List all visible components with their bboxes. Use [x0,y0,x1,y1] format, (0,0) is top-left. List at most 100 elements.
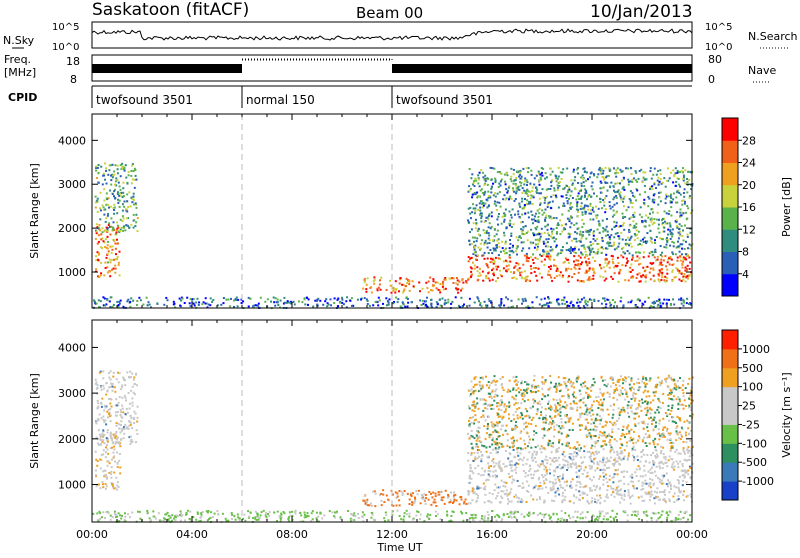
echo-cell [620,197,622,199]
echo-cell [599,487,601,489]
echo-cell [94,301,96,303]
echo-cell [548,238,550,240]
echo-cell [681,263,683,265]
echo-cell [524,233,526,235]
echo-cell [682,261,684,263]
echo-cell [657,170,659,172]
echo-cell [559,233,561,235]
echo-cell [663,491,665,493]
echo-cell [471,452,473,454]
echo-cell [648,297,650,299]
echo-cell [615,212,617,214]
echo-cell [631,398,633,400]
echo-cell [509,390,511,392]
echo-cell [593,401,595,403]
echo-cell [435,495,437,497]
echo-cell [683,240,685,242]
echo-cell [593,485,595,487]
echo-cell [487,428,489,430]
echo-cell [406,296,408,298]
echo-cell [516,408,518,410]
echo-cell [95,255,97,257]
echo-cell [523,440,525,442]
echo-cell [101,435,103,437]
echo-cell [97,400,99,402]
echo-cell [602,172,604,174]
echo-cell [541,445,543,447]
echo-cell [98,164,100,166]
echo-cell [462,282,464,284]
echo-cell [546,196,548,198]
echo-cell [659,237,661,239]
echo-cell [118,402,120,404]
echo-cell [581,298,583,300]
echo-cell [328,304,330,306]
echo-cell [494,178,496,180]
echo-cell [592,275,594,277]
echo-cell [380,500,382,502]
echo-cell [618,407,620,409]
echo-cell [537,239,539,241]
echo-cell [553,259,555,261]
echo-cell [590,278,592,280]
echo-cell [522,187,524,189]
echo-cell [660,446,662,448]
echo-cell [551,280,553,282]
echo-cell [133,411,135,413]
echo-cell [113,195,115,197]
echo-cell [577,227,579,229]
echo-cell [539,485,541,487]
echo-cell [630,167,632,169]
echo-cell [97,408,99,410]
echo-cell [190,305,192,307]
echo-cell [603,187,605,189]
echo-cell [656,466,658,468]
echo-cell [662,402,664,404]
echo-cell [502,198,504,200]
echo-cell [561,231,563,233]
echo-cell [425,503,427,505]
nsearch-tick-top: 10^5 [705,22,732,33]
echo-cell [489,280,491,282]
echo-cell [488,204,490,206]
echo-cell [678,452,680,454]
echo-cell [648,491,650,493]
echo-cell [602,402,604,404]
echo-cell [522,264,524,266]
echo-cell [628,376,630,378]
echo-cell [573,452,575,454]
echo-cell [685,281,687,283]
echo-cell [624,216,626,218]
echo-cell [117,225,119,227]
echo-cell [676,398,678,400]
echo-cell [375,301,377,303]
echo-cell [546,469,548,471]
echo-cell [480,460,482,462]
echo-cell [621,411,623,413]
echo-cell [494,465,496,467]
echo-cell [669,481,671,483]
echo-cell [583,281,585,283]
echo-cell [617,489,619,491]
echo-cell [650,305,652,307]
echo-cell [443,496,445,498]
echo-cell [364,495,366,497]
echo-cell [513,191,515,193]
echo-cell [184,302,186,304]
echo-cell [539,184,541,186]
echo-cell [584,170,586,172]
echo-cell [630,407,632,409]
echo-cell [672,253,674,255]
echo-cell [483,403,485,405]
echo-cell [590,203,592,205]
echo-cell [591,460,593,462]
echo-cell [495,463,497,465]
echo-cell [474,268,476,270]
echo-cell [431,303,433,305]
echo-cell [533,234,535,236]
echo-cell [679,461,681,463]
echo-cell [521,498,523,500]
echo-cell [110,471,112,473]
echo-cell [592,452,594,454]
echo-cell [132,405,134,407]
